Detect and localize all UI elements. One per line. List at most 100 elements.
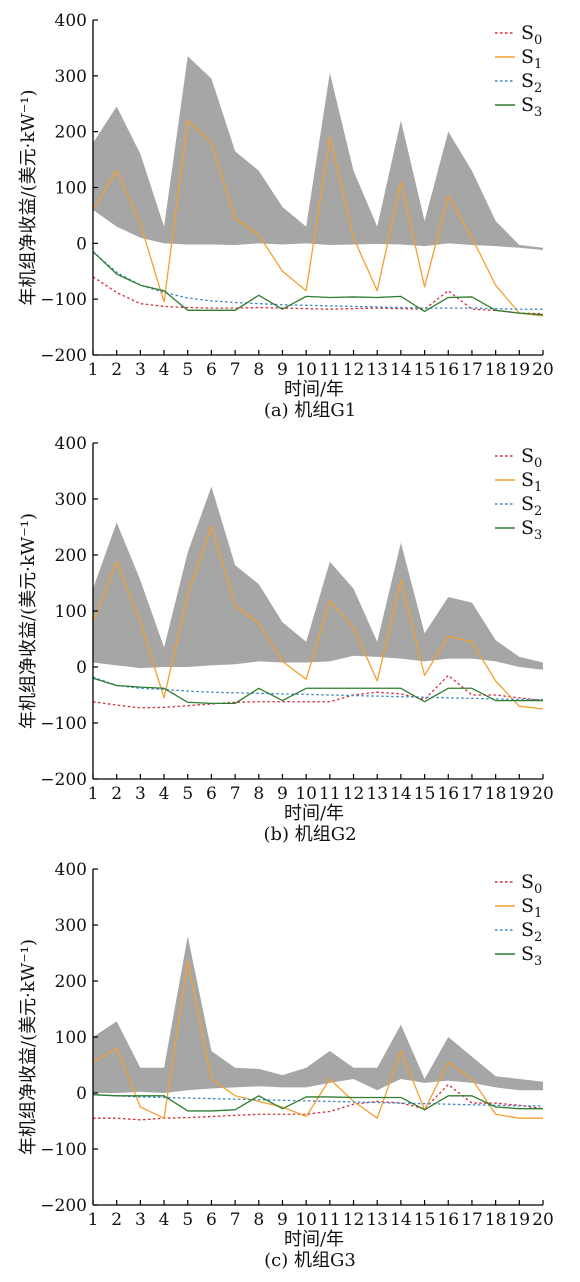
x-tick-label: 10 [295, 360, 317, 380]
x-tick-label: 16 [437, 360, 459, 380]
x-tick-label: 9 [277, 360, 288, 380]
series-line-s0 [92, 674, 544, 709]
y-tick-label: −100 [40, 1140, 87, 1160]
panel-caption: (c) 机组G3 [264, 1250, 356, 1271]
x-tick-label: 14 [390, 1210, 412, 1230]
series-line-s2 [92, 251, 543, 310]
panel-caption: (a) 机组G1 [264, 400, 356, 421]
x-tick-label: 12 [343, 1210, 365, 1230]
legend-label-s3: S3 [521, 517, 542, 543]
x-tick-label: 1 [88, 784, 99, 804]
x-tick-label: 18 [485, 784, 507, 804]
series-line-s3 [92, 677, 543, 705]
x-tick-label: 6 [206, 1210, 217, 1230]
legend-label-s0: S0 [521, 22, 542, 48]
x-tick-label: 16 [437, 784, 459, 804]
x-tick-label: 8 [253, 360, 264, 380]
x-tick-label: 5 [182, 1210, 193, 1230]
x-tick-label: 4 [159, 360, 170, 380]
legend-label-s3: S3 [521, 94, 542, 120]
x-tick-label: 10 [295, 784, 317, 804]
x-tick-label: 19 [508, 784, 530, 804]
legend-label-s2: S2 [521, 493, 542, 519]
range-band-area [93, 56, 543, 251]
x-tick-label: 2 [111, 784, 122, 804]
x-tick-label: 15 [414, 360, 436, 380]
y-axis-label: 年机组净收益/(美元·kW⁻¹) [18, 90, 39, 306]
panel-caption: (b) 机组G2 [263, 824, 356, 845]
range-band-area [93, 486, 543, 670]
series-line-s0 [92, 276, 544, 315]
x-tick-label: 15 [414, 784, 436, 804]
legend-label-s1: S1 [521, 46, 542, 72]
x-tick-label: 14 [390, 360, 412, 380]
x-tick-label: 7 [230, 360, 241, 380]
x-tick-label: 1 [88, 1210, 99, 1230]
x-tick-label: 5 [182, 360, 193, 380]
x-tick-label: 1 [88, 360, 99, 380]
x-tick-label: 6 [206, 360, 217, 380]
y-tick-label: −100 [40, 714, 87, 734]
series-line-s2 [92, 676, 543, 701]
x-tick-label: 9 [277, 784, 288, 804]
y-tick-label: −200 [40, 346, 87, 366]
x-tick-label: 6 [206, 784, 217, 804]
x-tick-label: 18 [485, 360, 507, 380]
x-tick-label: 11 [319, 1210, 341, 1230]
x-tick-label: 5 [182, 784, 193, 804]
x-tick-label: 17 [461, 1210, 483, 1230]
x-tick-label: 2 [111, 360, 122, 380]
x-tick-label: 8 [253, 1210, 264, 1230]
x-tick-label: 7 [230, 784, 241, 804]
series-line-s1 [92, 525, 544, 710]
y-tick-label: 0 [76, 658, 87, 678]
x-tick-label: 3 [135, 784, 146, 804]
legend-label-s0: S0 [521, 871, 542, 897]
y-axis-label: 年机组净收益/(美元·kW⁻¹) [18, 513, 39, 729]
x-tick-label: 3 [135, 360, 146, 380]
x-tick-label: 3 [135, 1210, 146, 1230]
y-tick-label: 300 [55, 67, 87, 87]
y-tick-label: 400 [55, 860, 87, 880]
y-tick-label: 300 [55, 916, 87, 936]
y-tick-label: 100 [55, 179, 87, 199]
x-tick-label: 10 [295, 1210, 317, 1230]
series-line-s0 [93, 1083, 544, 1121]
y-tick-label: 0 [76, 1084, 87, 1104]
y-tick-label: 400 [55, 11, 87, 31]
y-tick-label: 200 [55, 123, 87, 143]
x-tick-label: 13 [366, 1210, 388, 1230]
range-band-area [93, 936, 543, 1093]
x-tick-label: 11 [319, 784, 341, 804]
x-axis-label: 时间/年 [284, 379, 344, 400]
series-line-s1 [92, 119, 544, 317]
legend-label-s3: S3 [521, 943, 542, 969]
legend-label-s2: S2 [521, 919, 542, 945]
x-tick-label: 12 [343, 784, 365, 804]
x-tick-label: 7 [230, 1210, 241, 1230]
y-tick-label: −200 [40, 1196, 87, 1216]
x-tick-label: 11 [319, 360, 341, 380]
series-line-s3 [92, 251, 544, 316]
x-tick-label: 20 [532, 784, 554, 804]
y-tick-label: 100 [55, 602, 87, 622]
x-tick-label: 19 [508, 1210, 530, 1230]
x-axis-label: 时间/年 [284, 1229, 344, 1250]
y-tick-label: −200 [40, 770, 87, 790]
series-line-s1 [92, 960, 543, 1119]
legend-label-s1: S1 [521, 469, 542, 495]
x-tick-label: 4 [159, 1210, 170, 1230]
x-tick-label: 13 [366, 784, 388, 804]
x-tick-label: 19 [508, 360, 530, 380]
legend-label-s0: S0 [521, 445, 542, 471]
y-tick-label: 300 [55, 490, 87, 510]
x-tick-label: 16 [437, 1210, 459, 1230]
